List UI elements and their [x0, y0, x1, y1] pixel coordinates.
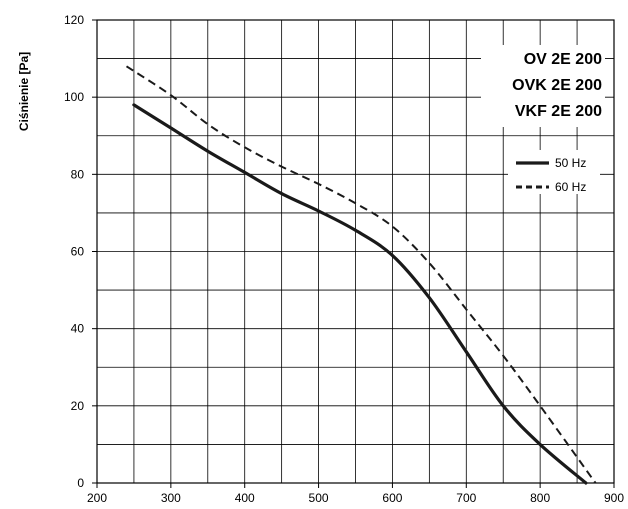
- y-tick-label: 120: [64, 13, 84, 27]
- y-tick-label: 40: [71, 322, 85, 336]
- legend-background: [508, 150, 600, 194]
- legend-label: 60 Hz: [555, 180, 586, 194]
- y-tick-label: 20: [71, 399, 85, 413]
- y-axis-label: Ciśnienie [Pa]: [17, 52, 31, 131]
- x-tick-label: 400: [235, 491, 255, 505]
- x-tick-label: 700: [456, 491, 476, 505]
- chart-title-line: OVK 2E 200: [512, 77, 602, 94]
- title-background: [481, 45, 605, 127]
- y-axis-ticks: 0 20 40 60 80 100 120: [64, 13, 97, 490]
- legend-label: 50 Hz: [555, 156, 586, 170]
- x-tick-label: 800: [530, 491, 550, 505]
- x-tick-label: 600: [382, 491, 402, 505]
- x-tick-label: 200: [87, 491, 107, 505]
- series-layer: [125, 65, 597, 485]
- series-line-60-hz: [125, 65, 597, 484]
- legend: 50 Hz 60 Hz: [516, 156, 586, 194]
- series-line-50-hz: [132, 103, 588, 485]
- x-axis-ticks: 200 300 400 500 600 700 800 900: [87, 483, 624, 505]
- y-tick-label: 80: [71, 167, 85, 181]
- x-tick-label: 900: [604, 491, 624, 505]
- chart-title-line: VKF 2E 200: [515, 103, 602, 120]
- x-tick-label: 500: [309, 491, 329, 505]
- y-tick-label: 60: [71, 245, 85, 259]
- y-tick-label: 0: [77, 476, 84, 490]
- chart-title: OV 2E 200 OVK 2E 200 VKF 2E 200: [512, 51, 602, 120]
- chart-title-line: OV 2E 200: [524, 51, 602, 68]
- y-tick-label: 100: [64, 90, 84, 104]
- x-tick-label: 300: [161, 491, 181, 505]
